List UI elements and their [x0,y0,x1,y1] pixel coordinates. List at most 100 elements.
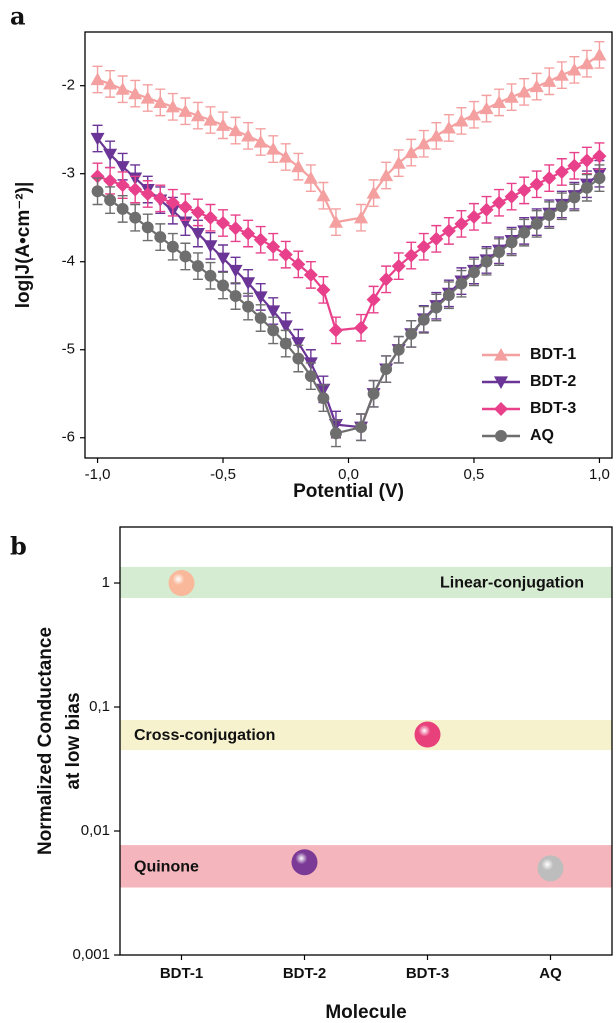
marker [380,363,393,376]
marker [153,95,168,109]
marker [455,277,468,290]
marker [354,320,369,335]
marker [266,142,281,155]
marker [178,104,193,117]
marker [203,210,218,225]
marker [504,90,519,103]
marker [253,135,268,148]
marker [592,47,607,61]
marker [542,171,557,186]
marker [203,240,218,253]
marker [555,200,568,213]
series-line [97,53,601,224]
marker [228,221,243,236]
marker [266,305,281,319]
legend-label: BDT-2 [530,373,576,390]
x-tick-label: BDT-3 [406,965,449,982]
x-tick-label: -0,5 [210,466,236,483]
marker [217,279,229,292]
marker [115,82,130,95]
marker [190,227,205,241]
marker [316,188,331,202]
y-tick-label: -3 [62,165,75,182]
marker [518,226,531,239]
marker [416,239,431,254]
marker [165,195,180,210]
marker [278,247,293,262]
marker [429,128,444,142]
marker [429,231,444,246]
marker [241,226,256,241]
plot-frame [84,31,613,459]
marker [367,387,380,400]
marker [178,200,193,215]
marker [267,324,280,337]
marker [379,272,394,287]
x-tick-label: BDT-2 [283,965,326,982]
marker [241,277,256,290]
y-tick-label: 0,01 [81,822,110,839]
marker [554,68,569,81]
y-axis-title: log|J(A•cm⁻²)| [13,182,34,309]
marker [153,191,168,206]
marker [104,194,117,207]
marker [253,232,268,247]
band [120,720,612,751]
marker [568,191,581,204]
marker [330,427,342,440]
band-label: Cross-conjugation [134,727,275,744]
marker [391,156,406,169]
point [414,721,441,748]
point [291,849,318,876]
legend-marker [494,348,508,361]
marker [466,107,481,121]
marker [116,202,129,215]
x-tick-label: -1,0 [85,466,111,483]
marker [328,323,343,338]
marker [392,343,405,356]
marker [580,181,593,194]
y-tick-label: -6 [62,429,75,446]
marker [391,259,406,274]
marker [241,128,256,142]
marker [190,205,205,220]
marker [292,352,305,365]
marker [529,79,544,93]
marker [504,189,519,204]
legend-marker [494,402,508,416]
marker [530,217,543,230]
marker [304,370,317,383]
marker [291,257,306,272]
marker [203,113,218,126]
marker [229,290,242,302]
marker [128,86,143,100]
marker [379,168,394,182]
marker [542,74,557,87]
marker [567,62,582,76]
marker [454,216,469,231]
marker [492,195,507,210]
marker [493,246,506,258]
marker [204,269,217,282]
marker [179,250,192,263]
y-tick-label: 0,1 [89,698,110,715]
marker [190,108,205,122]
marker [317,392,330,405]
x-axis-title: Molecule [325,1002,406,1023]
marker [216,118,231,131]
marker [492,95,507,109]
marker [228,264,243,278]
marker [355,421,367,434]
marker [517,183,532,198]
marker [441,223,456,238]
marker [466,209,481,224]
marker [242,300,255,313]
marker [103,173,118,188]
marker [567,158,582,173]
marker [592,149,607,164]
marker [140,186,155,201]
band-label: Quinone [134,859,199,876]
marker [90,169,105,184]
x-tick-label: 0,5 [464,466,485,483]
band [120,845,612,888]
